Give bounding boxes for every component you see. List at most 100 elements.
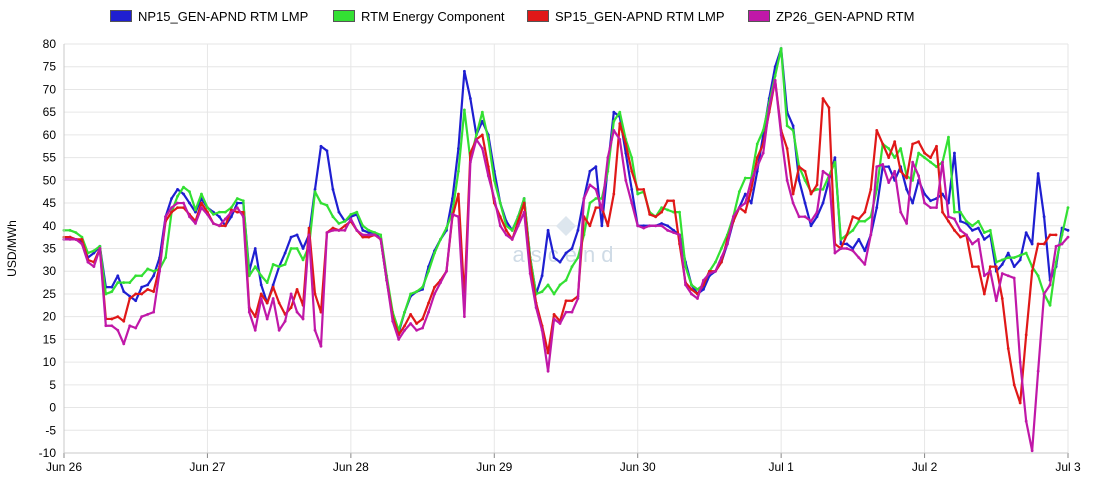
data-point[interactable] <box>1042 242 1046 246</box>
data-point[interactable] <box>576 256 580 259</box>
legend-item-np15[interactable]: NP15_GEN-APND RTM LMP <box>110 8 308 24</box>
data-point[interactable] <box>295 247 299 250</box>
data-point[interactable] <box>445 226 448 230</box>
data-point[interactable] <box>624 178 628 182</box>
data-point[interactable] <box>361 233 365 237</box>
data-point[interactable] <box>277 301 281 305</box>
data-point[interactable] <box>540 328 544 332</box>
data-point[interactable] <box>803 169 807 173</box>
data-point[interactable] <box>409 292 413 296</box>
data-point[interactable] <box>289 292 293 296</box>
data-point[interactable] <box>564 251 568 255</box>
data-point[interactable] <box>415 290 418 294</box>
data-point[interactable] <box>1048 233 1052 237</box>
data-point[interactable] <box>176 206 179 210</box>
data-point[interactable] <box>690 292 693 296</box>
data-point[interactable] <box>146 288 150 291</box>
data-point[interactable] <box>881 142 885 146</box>
data-point[interactable] <box>881 163 885 166</box>
data-point[interactable] <box>833 156 837 160</box>
data-point[interactable] <box>1066 206 1070 210</box>
data-point[interactable] <box>546 283 550 287</box>
data-point[interactable] <box>110 285 114 289</box>
data-point[interactable] <box>678 210 681 214</box>
data-point[interactable] <box>929 199 932 203</box>
data-point[interactable] <box>433 251 436 255</box>
data-point[interactable] <box>929 160 932 164</box>
data-point[interactable] <box>253 328 257 332</box>
data-point[interactable] <box>600 224 604 228</box>
data-point[interactable] <box>468 160 472 164</box>
data-point[interactable] <box>869 188 873 191</box>
data-point[interactable] <box>558 260 562 264</box>
data-point[interactable] <box>498 215 502 219</box>
data-point[interactable] <box>863 249 867 253</box>
data-point[interactable] <box>74 231 78 234</box>
data-point[interactable] <box>708 269 711 273</box>
data-point[interactable] <box>636 192 640 196</box>
data-point[interactable] <box>863 263 867 266</box>
data-point[interactable] <box>319 344 323 348</box>
data-point[interactable] <box>797 215 801 219</box>
data-point[interactable] <box>893 140 897 144</box>
data-point[interactable] <box>313 328 317 332</box>
data-point[interactable] <box>468 151 472 155</box>
data-point[interactable] <box>367 233 371 237</box>
data-point[interactable] <box>307 226 311 230</box>
data-point[interactable] <box>235 201 239 205</box>
data-point[interactable] <box>480 147 484 150</box>
data-point[interactable] <box>899 147 903 150</box>
data-point[interactable] <box>1042 292 1046 296</box>
data-point[interactable] <box>325 231 329 234</box>
data-point[interactable] <box>947 135 950 139</box>
data-point[interactable] <box>492 178 496 182</box>
data-point[interactable] <box>1000 263 1004 266</box>
data-point[interactable] <box>1024 251 1028 255</box>
data-point[interactable] <box>504 233 508 237</box>
data-point[interactable] <box>74 238 78 241</box>
data-point[interactable] <box>833 251 837 255</box>
data-point[interactable] <box>86 260 90 264</box>
data-point[interactable] <box>1012 383 1016 387</box>
data-point[interactable] <box>212 222 215 225</box>
data-point[interactable] <box>194 208 197 212</box>
data-point[interactable] <box>337 210 341 214</box>
data-point[interactable] <box>630 169 634 173</box>
data-point[interactable] <box>988 269 992 273</box>
data-point[interactable] <box>923 192 926 196</box>
data-point[interactable] <box>164 256 168 259</box>
data-point[interactable] <box>558 322 562 325</box>
data-point[interactable] <box>719 256 723 259</box>
data-point[interactable] <box>170 210 173 214</box>
data-point[interactable] <box>385 278 389 282</box>
data-point[interactable] <box>134 326 138 330</box>
data-point[interactable] <box>821 97 825 100</box>
data-point[interactable] <box>737 206 741 210</box>
data-point[interactable] <box>624 142 628 146</box>
data-point[interactable] <box>857 256 861 259</box>
data-point[interactable] <box>122 281 126 284</box>
data-point[interactable] <box>140 274 144 278</box>
data-point[interactable] <box>725 242 729 246</box>
data-point[interactable] <box>982 238 986 241</box>
data-point[interactable] <box>140 292 144 296</box>
data-point[interactable] <box>994 299 998 303</box>
data-point[interactable] <box>277 328 281 332</box>
data-point[interactable] <box>809 219 813 223</box>
data-point[interactable] <box>415 322 418 325</box>
data-point[interactable] <box>331 188 335 191</box>
data-point[interactable] <box>104 324 108 328</box>
data-point[interactable] <box>367 235 371 239</box>
data-point[interactable] <box>917 174 920 178</box>
data-point[interactable] <box>176 188 179 191</box>
data-point[interactable] <box>821 188 825 191</box>
data-point[interactable] <box>959 210 962 214</box>
data-point[interactable] <box>1036 274 1040 278</box>
data-point[interactable] <box>283 251 287 255</box>
data-point[interactable] <box>92 249 96 253</box>
data-point[interactable] <box>887 165 891 169</box>
data-point[interactable] <box>540 274 544 278</box>
data-point[interactable] <box>522 201 526 205</box>
data-point[interactable] <box>134 299 138 303</box>
data-point[interactable] <box>343 228 347 232</box>
